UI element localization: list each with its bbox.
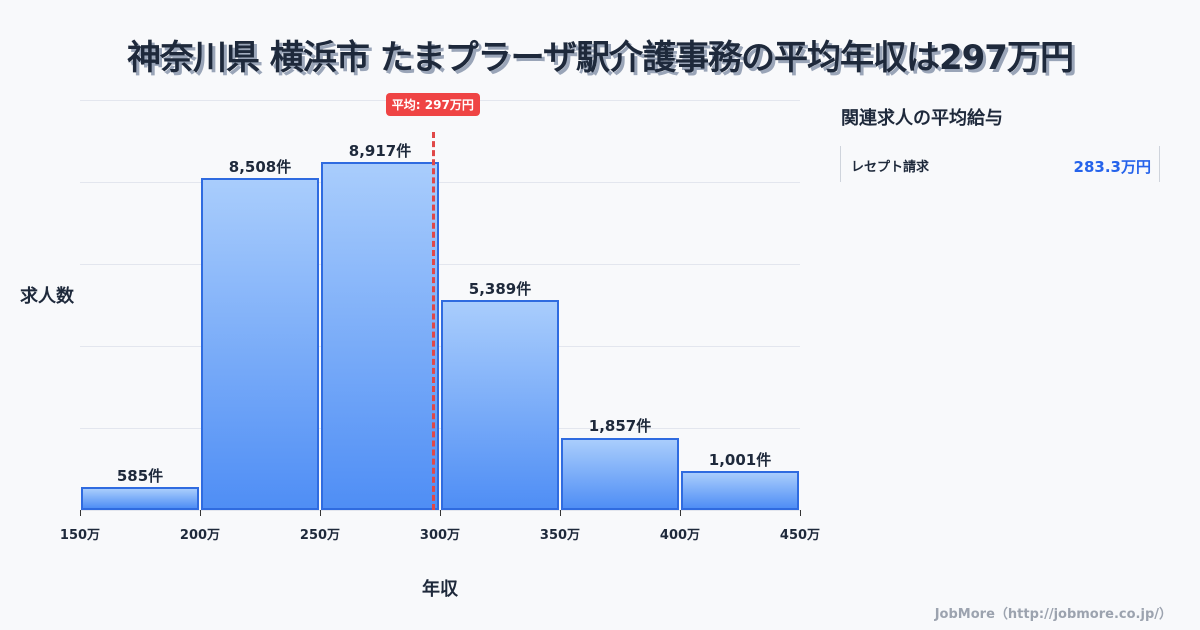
related-job-item[interactable]: レセプト請求 283.3万円 [840,146,1160,182]
x-tick [320,510,321,516]
x-tick [200,510,201,516]
histogram-bar [441,299,559,510]
histogram-bar [201,177,319,510]
x-tick-label: 300万 [419,528,461,543]
histogram-bar [681,470,799,510]
gridline [80,346,800,347]
x-tick [440,510,441,516]
x-tick [800,510,801,516]
x-tick-label: 200万 [179,528,221,543]
related-job-salary: 283.3万円 [1073,158,1151,176]
related-job-name: レセプト請求 [851,160,930,175]
page-title: 神奈川県 横浜市 たまプラーザ駅介護事務の平均年収は297万円 [127,38,1074,78]
bar-value-label: 1,857件 [588,417,652,436]
gridline [80,182,800,183]
histogram-bar [561,437,679,510]
x-tick-label: 450万 [779,528,821,543]
x-tick-label: 400万 [659,528,701,543]
x-tick-label: 350万 [539,528,581,543]
average-line [431,132,435,510]
average-badge: 平均: 297万円 [385,93,480,116]
x-tick-label: 250万 [299,528,341,543]
related-salary-title: 関連求人の平均給与 [841,108,1003,129]
x-tick [680,510,681,516]
footer-credit: JobMore（http://jobmore.co.jp/） [934,607,1172,622]
x-axis-label: 年収 [422,579,458,600]
histogram-bar [81,487,199,510]
bar-value-label: 1,001件 [708,450,772,469]
gridline [80,264,800,265]
x-tick [560,510,561,516]
histogram-bar [321,161,439,510]
x-tick [80,510,81,516]
gridline [80,428,800,429]
bar-value-label: 585件 [116,467,164,486]
y-axis-label: 求人数 [20,286,74,307]
bar-value-label: 8,917件 [348,141,412,160]
x-tick-label: 150万 [59,528,101,543]
bar-value-label: 5,389件 [468,279,532,298]
bar-value-label: 8,508件 [228,157,292,176]
histogram-plot: 585件 8,508件 8,917件 5,389件 1,857件 1,001件 平均: 29… [80,93,800,511]
